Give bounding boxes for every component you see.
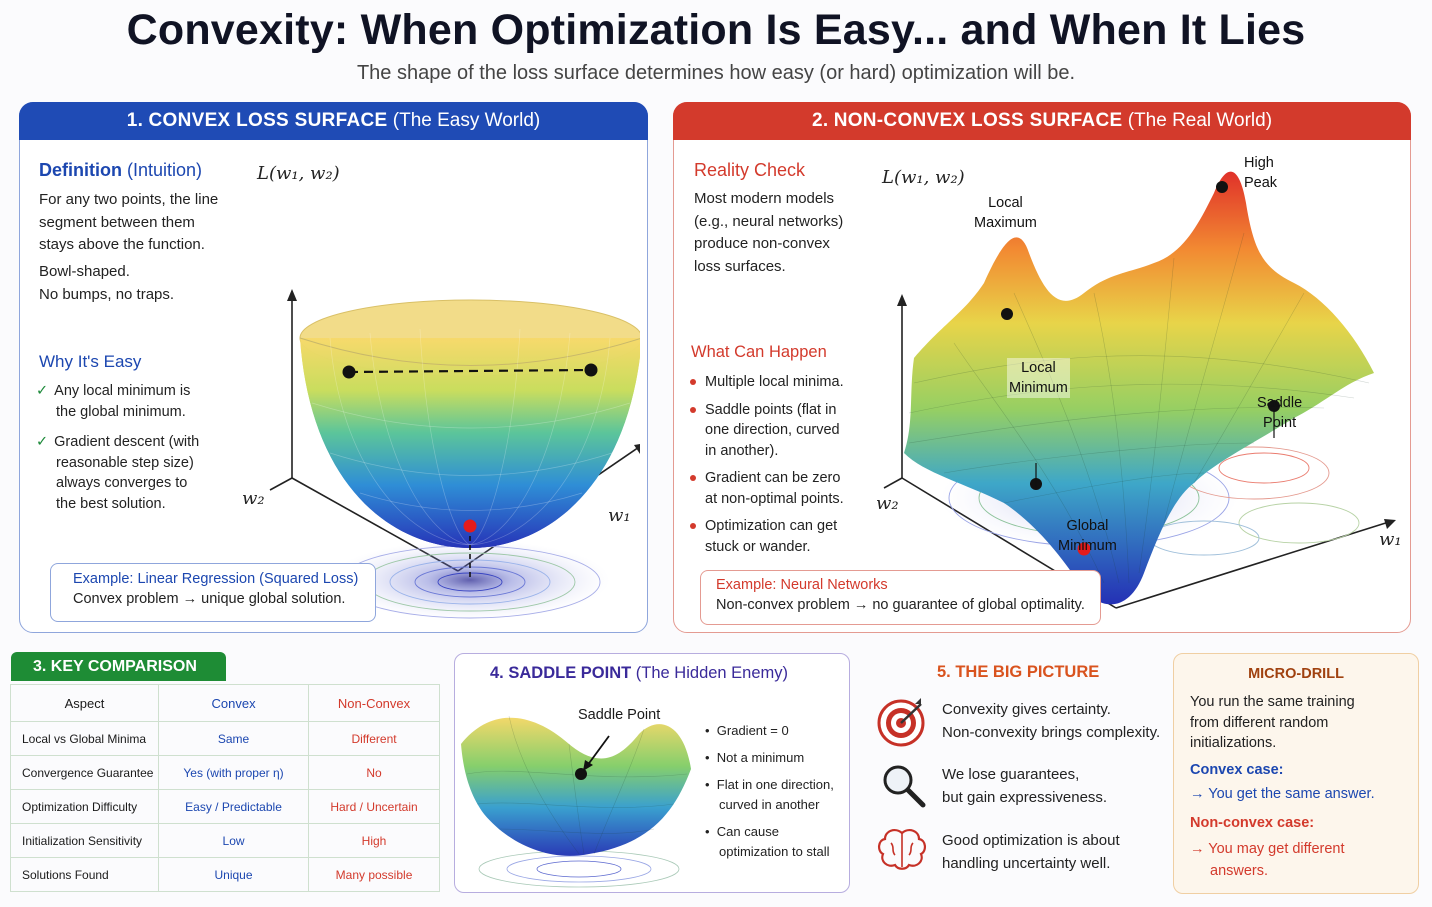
bullet-list: Multiple local minima. Saddle points (fl… bbox=[690, 372, 844, 557]
table-row: Initialization Sensitivity Low High bbox=[10, 823, 440, 858]
saddle-surface bbox=[461, 717, 691, 856]
panel-number: 1. bbox=[126, 110, 144, 131]
bullet-item: • Flat in one direction, curved in anothe… bbox=[705, 777, 834, 812]
big-picture-heading: 5. THE BIG PICTURE bbox=[937, 663, 1100, 681]
saddle-label: Saddle Point bbox=[1257, 395, 1303, 431]
table-row: Local vs Global Minima Same Different bbox=[10, 721, 440, 756]
nonconvex-surface-plot bbox=[883, 171, 1396, 609]
micro-drill-heading: MICRO-DRILL bbox=[1248, 666, 1344, 682]
convex-bowl-plot bbox=[269, 289, 640, 620]
saddle-bullets: • Gradient = 0 • Not a minimum • Flat in… bbox=[705, 721, 834, 862]
big-picture-item-2: We lose guarantees, but gain expressivene… bbox=[942, 766, 1108, 806]
check-icon: ✓ bbox=[36, 383, 49, 399]
saddle-point-marker bbox=[1268, 400, 1280, 412]
local-max-label: Local Maximum bbox=[974, 195, 1037, 231]
panel-title: CONVEX LOSS SURFACE bbox=[148, 110, 388, 131]
saddle-plot bbox=[461, 715, 691, 888]
page-title: Convexity: When Optimization Is Easy... … bbox=[126, 6, 1306, 54]
check-icon: ✓ bbox=[36, 434, 49, 450]
why-easy-item-1: ✓ Any local minimum is the global minimum… bbox=[36, 383, 191, 420]
big-picture-item-3: Good optimization is about handling uncer… bbox=[942, 832, 1120, 872]
w1-axis-label: w₁ bbox=[608, 505, 631, 526]
bullet-item: • Can cause optimization to stall bbox=[705, 824, 830, 859]
bullet-item: • Gradient = 0 bbox=[705, 723, 789, 738]
why-easy-item-2: ✓ Gradient descent (with reasonable step … bbox=[36, 434, 200, 512]
table-row: Solutions Found Unique Many possible bbox=[10, 857, 440, 892]
convex-case-text: → You get the same answer. bbox=[1190, 786, 1375, 802]
bullet-item: Gradient can be zero at non-optimal poin… bbox=[690, 468, 844, 509]
reality-check-heading: Reality Check bbox=[694, 160, 806, 180]
table-row: Optimization Difficulty Easy / Predictabl… bbox=[10, 789, 440, 824]
example-title: Example: Neural Networks bbox=[716, 577, 888, 593]
comparison-heading: 3. KEY COMPARISON bbox=[11, 652, 226, 681]
saddle-point-marker bbox=[575, 768, 587, 780]
what-can-happen-heading: What Can Happen bbox=[691, 343, 827, 361]
high-peak-label: High Peak bbox=[1244, 155, 1278, 191]
bowl-mesh bbox=[311, 328, 631, 546]
z-axis-label: L(w₁, w₂) bbox=[257, 163, 340, 184]
panel-title: NON-CONVEX LOSS SURFACE bbox=[833, 110, 1123, 131]
definition-heading: Definition (Intuition) bbox=[39, 160, 203, 180]
header-nonconvex: Non-Convex bbox=[308, 684, 440, 722]
saddle-point-label: Saddle Point bbox=[578, 707, 661, 723]
reality-check-text: Most modern models (e.g., neural networks… bbox=[694, 190, 844, 275]
global-min-label: Global Minimum bbox=[1058, 518, 1117, 554]
chord-point-b bbox=[584, 363, 598, 377]
nonconvex-case-text: → You may get different answers. bbox=[1190, 841, 1345, 879]
bullet-item: • Not a minimum bbox=[705, 750, 805, 765]
bullet-item: Multiple local minima. bbox=[690, 372, 844, 393]
global-minimum-point bbox=[463, 519, 477, 533]
surface-shape bbox=[904, 171, 1374, 605]
saddle-heading: 4. SADDLE POINT (The Hidden Enemy) bbox=[490, 664, 789, 682]
convex-panel: 1. CONVEX LOSS SURFACE (The Easy World) … bbox=[19, 102, 648, 633]
header-aspect: Aspect bbox=[10, 684, 159, 722]
nonconvex-panel: 2. NON-CONVEX LOSS SURFACE (The Real Wor… bbox=[673, 102, 1411, 633]
w2-axis-label: w₂ bbox=[242, 488, 265, 509]
example-text: Non-convex problem → no guarantee of glo… bbox=[716, 597, 1085, 613]
w1-axis-label: w₁ bbox=[1379, 529, 1402, 550]
brain-icon bbox=[878, 829, 926, 870]
panel-subtitle: (The Real World) bbox=[1127, 110, 1273, 131]
nonconvex-panel-header: 2. NON-CONVEX LOSS SURFACE (The Real Wor… bbox=[673, 102, 1411, 140]
table-row: Convergence Guarantee Yes (with proper η)… bbox=[10, 755, 440, 790]
z-axis-label: L(w₁, w₂) bbox=[882, 167, 965, 188]
high-peak-point bbox=[1216, 181, 1228, 193]
why-easy-heading: Why It's Easy bbox=[39, 352, 142, 371]
magnifier-icon bbox=[883, 765, 926, 808]
header-convex: Convex bbox=[157, 684, 310, 722]
convex-case-heading: Convex case: bbox=[1190, 762, 1284, 778]
big-picture-item-1: Convexity gives certainty. Non-convexity … bbox=[942, 701, 1161, 741]
convex-panel-header: 1. CONVEX LOSS SURFACE (The Easy World) bbox=[19, 102, 648, 140]
micro-drill-intro: You run the same training from different … bbox=[1190, 694, 1355, 751]
example-title: Example: Linear Regression (Squared Loss… bbox=[73, 571, 359, 587]
local-min-label: Local Minimum bbox=[1007, 358, 1070, 398]
panel-number: 2. bbox=[811, 110, 829, 131]
saddle-panel: 4. SADDLE POINT (The Hidden Enemy) bbox=[454, 653, 850, 893]
contour-lines bbox=[478, 850, 680, 888]
definition-text: For any two points, the line segment betw… bbox=[39, 191, 219, 253]
bullet-item: Saddle points (flat in one direction, cu… bbox=[690, 400, 844, 462]
nonconvex-example-box: Example: Neural Networks Non-convex prob… bbox=[700, 570, 1101, 625]
table-header-row: Aspect Convex Non-Convex bbox=[10, 684, 440, 722]
convex-example-box: Example: Linear Regression (Squared Loss… bbox=[50, 563, 376, 622]
local-max-point bbox=[1001, 308, 1013, 320]
nonconvex-case-heading: Non-convex case: bbox=[1190, 815, 1315, 831]
example-text: Convex problem → unique global solution. bbox=[73, 591, 346, 607]
micro-drill-panel: MICRO-DRILL You run the same training fro… bbox=[1173, 653, 1419, 894]
chord-point-a bbox=[342, 365, 356, 379]
w2-axis-label: w₂ bbox=[876, 493, 899, 514]
page-subtitle: The shape of the loss surface determines… bbox=[356, 62, 1076, 84]
chord-line bbox=[348, 368, 592, 374]
comparison-table: Aspect Convex Non-Convex Local vs Global… bbox=[10, 684, 440, 892]
global-min-point bbox=[1077, 542, 1091, 556]
bullet-item: Optimization can get stuck or wander. bbox=[690, 516, 844, 557]
target-icon bbox=[877, 698, 925, 747]
bowl-text: Bowl-shaped. No bumps, no traps. bbox=[39, 263, 175, 303]
panel-subtitle: (The Easy World) bbox=[392, 110, 541, 131]
